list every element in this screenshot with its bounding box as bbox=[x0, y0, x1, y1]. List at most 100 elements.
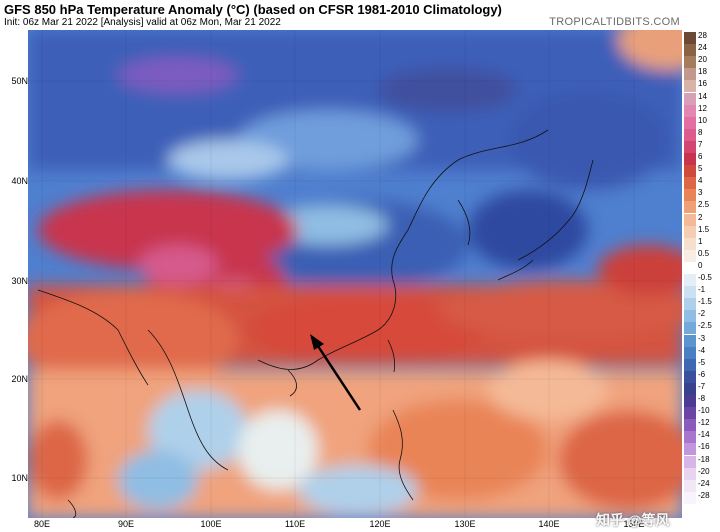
colorbar-entry: -7 bbox=[682, 382, 720, 395]
colorbar-label: 5 bbox=[698, 164, 703, 174]
colorbar-entry: -0.5 bbox=[682, 273, 720, 287]
colorbar-entry: 12 bbox=[682, 103, 720, 117]
colorbar-label: 7 bbox=[698, 139, 703, 149]
lon-label: 80E bbox=[33, 519, 50, 529]
colorbar-entry: 6 bbox=[682, 152, 720, 166]
colorbar-entry: 4 bbox=[682, 176, 720, 190]
header: GFS 850 hPa Temperature Anomaly (°C) (ba… bbox=[0, 0, 720, 30]
lon-label: 90E bbox=[117, 519, 134, 529]
colorbar-entry: 2.5 bbox=[682, 200, 720, 214]
colorbar-entry: -2 bbox=[682, 309, 720, 323]
colorbar-label: -24 bbox=[698, 478, 710, 488]
colorbar-entry: -12 bbox=[682, 418, 720, 432]
colorbar-swatch bbox=[684, 370, 696, 383]
colorbar-label: -28 bbox=[698, 490, 710, 500]
colorbar-label: 1.5 bbox=[698, 224, 710, 234]
map-canvas bbox=[28, 30, 682, 518]
colorbar-swatch bbox=[684, 177, 696, 190]
colorbar-label: 2 bbox=[698, 212, 703, 222]
colorbar-swatch bbox=[684, 237, 696, 250]
colorbar-swatch bbox=[684, 419, 696, 432]
colorbar-swatch bbox=[684, 128, 696, 141]
colorbar-swatch bbox=[684, 431, 696, 444]
colorbar-entry: -18 bbox=[682, 455, 720, 468]
colorbar-entry: 7 bbox=[682, 139, 720, 153]
colorbar-entry: 20 bbox=[682, 55, 720, 69]
colorbar-label: -1 bbox=[698, 285, 706, 295]
colorbar-swatch bbox=[684, 213, 696, 226]
map-title: GFS 850 hPa Temperature Anomaly (°C) (ba… bbox=[4, 2, 502, 17]
colorbar-swatch bbox=[684, 92, 696, 105]
colorbar-swatch bbox=[684, 261, 696, 274]
colorbar-entry: 1.5 bbox=[682, 224, 720, 238]
colorbar-entry: -1 bbox=[682, 285, 720, 299]
colorbar-swatch bbox=[684, 116, 696, 129]
colorbar-entry: 2 bbox=[682, 212, 720, 226]
map-subtitle: Init: 06z Mar 21 2022 [Analysis] valid a… bbox=[4, 17, 281, 28]
graticule bbox=[28, 30, 682, 518]
lon-label: 130E bbox=[454, 519, 476, 529]
colorbar-swatch bbox=[684, 491, 696, 504]
colorbar-swatch bbox=[684, 467, 696, 480]
colorbar-label: -1.5 bbox=[698, 297, 712, 307]
colorbar-entry: 10 bbox=[682, 115, 720, 129]
colorbar-label: 3 bbox=[698, 188, 703, 198]
colorbar-entry: 18 bbox=[682, 67, 720, 81]
colorbar-swatch bbox=[684, 322, 696, 335]
colorbar-label: -10 bbox=[698, 406, 710, 416]
colorbar-label: -4 bbox=[698, 345, 706, 355]
colorbar-entry: -24 bbox=[682, 478, 720, 492]
colorbar-swatch bbox=[684, 407, 696, 420]
colorbar-swatch bbox=[684, 140, 696, 153]
colorbar-swatch bbox=[684, 201, 696, 214]
colorbar-swatch bbox=[684, 443, 696, 456]
colorbar-swatch bbox=[684, 274, 696, 287]
lat-label: 20N bbox=[11, 374, 28, 384]
colorbar-label: 18 bbox=[698, 67, 707, 77]
lon-label: 110E bbox=[284, 519, 306, 529]
colorbar-entry: -4 bbox=[682, 345, 720, 359]
colorbar-swatch bbox=[684, 80, 696, 93]
colorbar-label: -12 bbox=[698, 418, 710, 428]
colorbar-label: 14 bbox=[698, 91, 707, 101]
colorbar-swatch bbox=[684, 286, 696, 299]
colorbar-label: 8 bbox=[698, 127, 703, 137]
colorbar-swatch bbox=[684, 310, 696, 323]
colorbar-label: -2.5 bbox=[698, 321, 712, 331]
colorbar-label: -16 bbox=[698, 442, 710, 452]
colorbar-label: -3 bbox=[698, 333, 706, 343]
colorbar-entry: 3 bbox=[682, 188, 720, 202]
anomaly-field bbox=[28, 30, 682, 518]
colorbar-swatch bbox=[684, 382, 696, 395]
colorbar-label: 10 bbox=[698, 115, 707, 125]
colorbar-entry: 0.5 bbox=[682, 249, 720, 262]
colorbar-swatch bbox=[684, 32, 696, 45]
colorbar-label: 16 bbox=[698, 79, 707, 89]
colorbar-label: 6 bbox=[698, 152, 703, 161]
colorbar-label: 20 bbox=[698, 55, 707, 65]
black-arrow-icon bbox=[310, 334, 362, 411]
colorbar-swatch bbox=[684, 189, 696, 202]
lat-label: 30N bbox=[11, 276, 28, 286]
colorbar-entry: -1.5 bbox=[682, 297, 720, 311]
colorbar-label: 12 bbox=[698, 103, 707, 113]
colorbar-label: 2.5 bbox=[698, 200, 710, 210]
colorbar-swatch bbox=[684, 56, 696, 69]
colorbar-swatch bbox=[684, 249, 696, 262]
colorbar-entry: -14 bbox=[682, 430, 720, 444]
colorbar-entry: -10 bbox=[682, 406, 720, 420]
colorbar-swatch bbox=[684, 455, 696, 468]
colorbar-label: -20 bbox=[698, 466, 710, 476]
colorbar-entry: -20 bbox=[682, 466, 720, 480]
colorbar-swatch bbox=[684, 165, 696, 178]
colorbar-swatch bbox=[684, 479, 696, 492]
lon-label: 140E bbox=[538, 519, 560, 529]
colorbar-swatch bbox=[684, 225, 696, 238]
colorbar-entry: -5 bbox=[682, 358, 720, 371]
lon-label: 100E bbox=[200, 519, 222, 529]
colorbar-entry: 1 bbox=[682, 237, 720, 250]
temperature-anomaly-map bbox=[28, 30, 682, 518]
brand-label: TROPICALTIDBITS.COM bbox=[549, 16, 680, 28]
lat-label: 40N bbox=[11, 176, 28, 186]
colorbar-entry: 28 bbox=[682, 31, 720, 45]
